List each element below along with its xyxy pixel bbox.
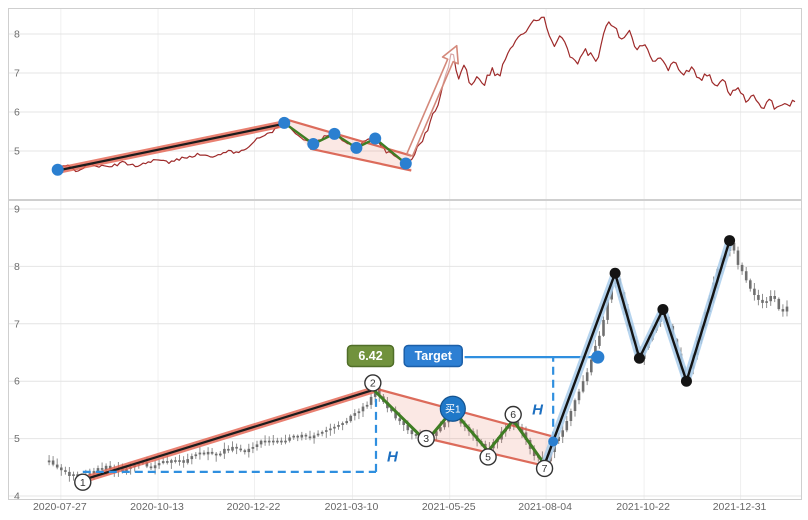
price-642-badge: 6.42	[348, 345, 394, 366]
breakout-arrow-icon	[407, 46, 458, 156]
numbered-circle-3: 3	[418, 431, 434, 447]
numbered-circle-label: 5	[485, 452, 491, 464]
y-tick-label: 7	[14, 68, 20, 80]
x-tick-label: 2020-07-27	[33, 501, 87, 513]
descending-channel	[282, 118, 411, 170]
pattern-point-dot	[369, 133, 381, 145]
pattern-point-dot	[400, 157, 412, 169]
swing-point-dot	[634, 353, 645, 364]
breakout-dot	[548, 436, 558, 446]
y-tick-label: 8	[14, 261, 20, 273]
breakout-trend-line	[545, 241, 730, 465]
numbered-circle-1: 1	[75, 474, 91, 490]
pattern-point-dot	[307, 138, 319, 150]
numbered-circle-label: 1	[80, 477, 86, 489]
x-tick-label: 2020-12-22	[227, 501, 281, 513]
height-measure-label: H	[387, 449, 399, 466]
descending-channel	[374, 388, 557, 467]
candlestick-chart-panel: 4 5 6 7 8 9 6.42 Target 买1 1 2 3 5 6 7 H H	[8, 200, 802, 500]
buy-signal-label: 买1	[445, 404, 461, 416]
channel-fill	[374, 388, 557, 467]
y-tick-label: 8	[14, 29, 20, 41]
price-642-badge-label: 6.42	[358, 349, 382, 363]
x-tick-label: 2021-08-04	[518, 501, 572, 513]
y-tick-label: 4	[14, 491, 20, 500]
x-tick-label: 2021-05-25	[422, 501, 476, 513]
numbered-circle-6: 6	[505, 406, 521, 422]
numbered-circle-label: 2	[370, 378, 376, 390]
breakout-line-core	[545, 241, 730, 465]
numbered-circle-label: 6	[510, 409, 516, 421]
swing-point-dot	[724, 235, 735, 246]
y-tick-label: 5	[14, 433, 20, 445]
target-badge: Target	[404, 345, 462, 366]
numbered-circle-label: 7	[542, 463, 548, 475]
x-tick-label: 2021-03-10	[325, 501, 379, 513]
line-chart-panel: 5 6 7 8	[8, 8, 802, 200]
pattern-point-dot	[328, 128, 340, 140]
numbered-circle-label: 3	[423, 433, 429, 445]
swing-point-dot	[657, 304, 668, 315]
candlestick-chart: 4 5 6 7 8 9 6.42 Target 买1 1 2 3 5 6 7 H H	[9, 201, 801, 499]
height-measure-label: H	[532, 401, 544, 418]
y-tick-label: 7	[14, 318, 20, 330]
grid: 5 6 7 8	[9, 9, 801, 199]
numbered-circle-7: 7	[537, 460, 553, 476]
pattern-point-dot	[278, 117, 290, 129]
numbered-circle-2: 2	[365, 375, 381, 391]
buy-signal-circle: 买1	[440, 396, 465, 421]
rising-trendline	[58, 124, 285, 171]
y-tick-label: 6	[14, 107, 20, 119]
x-tick-label: 2020-10-13	[130, 501, 184, 513]
y-tick-label: 5	[14, 146, 20, 158]
trendline-core	[58, 124, 285, 171]
swing-point-dot	[610, 268, 621, 279]
pattern-point-dot	[350, 142, 362, 154]
target-dot	[591, 351, 604, 364]
channel-fill	[282, 118, 411, 170]
pattern-point-dot	[52, 164, 64, 176]
x-tick-label: 2021-12-31	[713, 501, 767, 513]
line-chart: 5 6 7 8	[9, 9, 801, 199]
x-tick-label: 2021-10-22	[616, 501, 670, 513]
y-tick-label: 9	[14, 204, 20, 216]
y-tick-label: 6	[14, 376, 20, 388]
swing-point-dot	[681, 376, 692, 387]
target-badge-label: Target	[415, 349, 453, 363]
numbered-circle-5: 5	[480, 449, 496, 465]
